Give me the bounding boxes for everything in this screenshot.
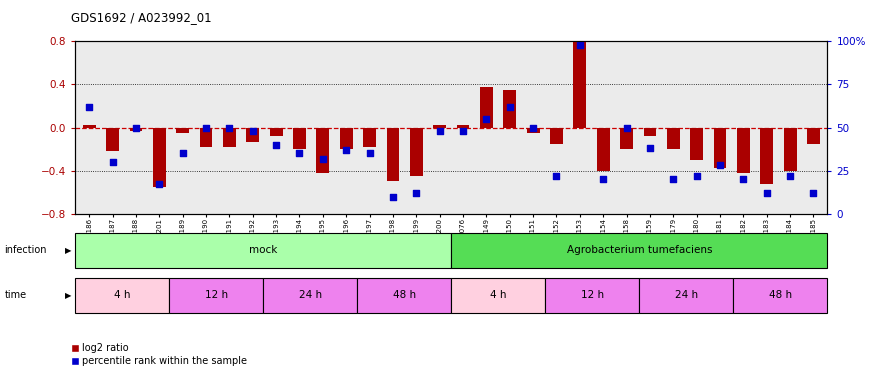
- Point: [596, 176, 611, 182]
- Bar: [176, 128, 189, 133]
- Bar: [573, 41, 586, 128]
- Bar: [737, 128, 750, 173]
- Bar: [434, 125, 446, 128]
- Bar: [550, 128, 563, 144]
- Bar: [545, 278, 639, 313]
- Bar: [75, 232, 451, 268]
- Point: [82, 104, 96, 110]
- Point: [759, 190, 773, 196]
- Bar: [223, 128, 235, 147]
- Bar: [480, 87, 493, 128]
- Bar: [106, 128, 119, 151]
- Bar: [264, 278, 358, 313]
- Text: GDS1692 / A023992_01: GDS1692 / A023992_01: [71, 11, 212, 24]
- Point: [456, 128, 470, 134]
- Bar: [75, 278, 169, 313]
- Bar: [451, 278, 545, 313]
- Point: [526, 124, 540, 130]
- Text: 48 h: 48 h: [769, 290, 792, 300]
- Bar: [129, 128, 142, 131]
- Bar: [358, 278, 451, 313]
- Point: [620, 124, 634, 130]
- Point: [363, 150, 377, 156]
- Bar: [153, 128, 165, 187]
- Text: ▶: ▶: [65, 291, 71, 300]
- Point: [246, 128, 260, 134]
- Text: 12 h: 12 h: [581, 290, 604, 300]
- Point: [480, 116, 494, 122]
- Text: time: time: [4, 290, 27, 300]
- Legend: log2 ratio, percentile rank within the sample: log2 ratio, percentile rank within the s…: [66, 339, 251, 370]
- Text: 24 h: 24 h: [675, 290, 698, 300]
- Point: [433, 128, 447, 134]
- Point: [666, 176, 681, 182]
- Point: [316, 156, 330, 162]
- Bar: [807, 128, 820, 144]
- Point: [573, 42, 587, 48]
- Bar: [639, 278, 734, 313]
- Point: [503, 104, 517, 110]
- Text: 4 h: 4 h: [114, 290, 130, 300]
- Bar: [200, 128, 212, 147]
- Bar: [169, 278, 264, 313]
- Bar: [340, 128, 352, 149]
- Bar: [760, 128, 773, 184]
- Point: [339, 147, 353, 153]
- Text: 48 h: 48 h: [393, 290, 416, 300]
- Point: [643, 145, 657, 151]
- Bar: [713, 128, 727, 168]
- Point: [713, 162, 727, 168]
- Bar: [363, 128, 376, 147]
- Bar: [620, 128, 633, 149]
- Bar: [643, 128, 657, 136]
- Bar: [293, 128, 306, 149]
- Bar: [457, 125, 469, 128]
- Point: [152, 182, 166, 188]
- Bar: [387, 128, 399, 182]
- Text: infection: infection: [4, 245, 47, 255]
- Point: [175, 150, 189, 156]
- Bar: [317, 128, 329, 173]
- Point: [806, 190, 820, 196]
- Point: [292, 150, 306, 156]
- Point: [689, 173, 704, 179]
- Bar: [734, 278, 827, 313]
- Bar: [596, 128, 610, 171]
- Bar: [504, 90, 516, 128]
- Bar: [83, 125, 96, 128]
- Bar: [410, 128, 423, 176]
- Text: 4 h: 4 h: [490, 290, 506, 300]
- Bar: [690, 128, 703, 160]
- Text: 24 h: 24 h: [299, 290, 322, 300]
- Point: [222, 124, 236, 130]
- Bar: [246, 128, 259, 141]
- Bar: [451, 232, 827, 268]
- Text: mock: mock: [249, 245, 278, 255]
- Bar: [527, 128, 540, 133]
- Bar: [270, 128, 282, 136]
- Point: [409, 190, 423, 196]
- Text: 12 h: 12 h: [204, 290, 227, 300]
- Bar: [784, 128, 796, 171]
- Point: [783, 173, 797, 179]
- Text: ▶: ▶: [65, 246, 71, 255]
- Point: [736, 176, 750, 182]
- Point: [269, 142, 283, 148]
- Point: [199, 124, 213, 130]
- Point: [386, 194, 400, 200]
- Point: [550, 173, 564, 179]
- Text: Agrobacterium tumefaciens: Agrobacterium tumefaciens: [566, 245, 712, 255]
- Point: [129, 124, 143, 130]
- Bar: [667, 128, 680, 149]
- Point: [105, 159, 119, 165]
